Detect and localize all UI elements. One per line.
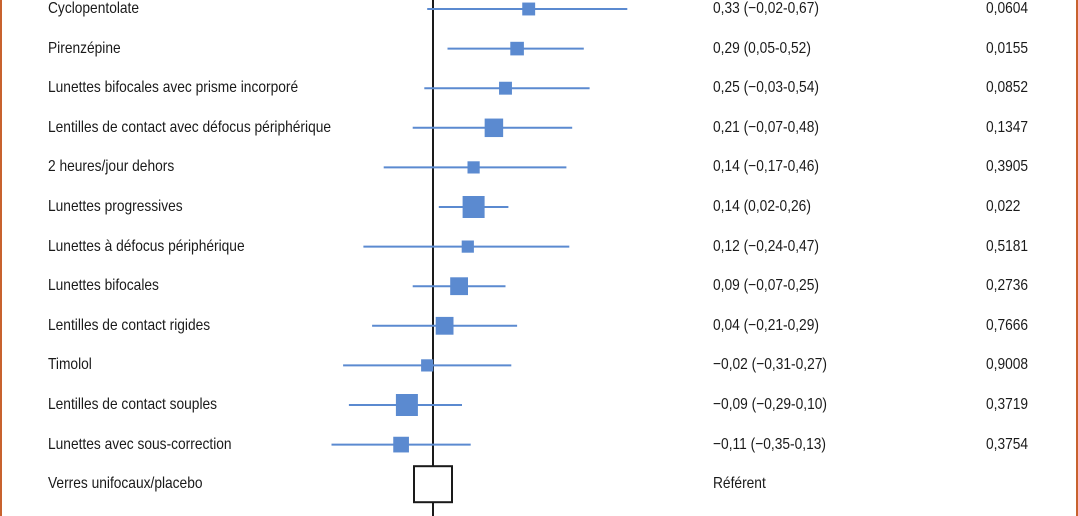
row-estimate-ci: 0,14 (−0,17-0,46) bbox=[713, 158, 819, 176]
row-label: Verres unifocaux/placebo bbox=[48, 475, 203, 493]
row-p-value: 0,1347 bbox=[986, 118, 1029, 136]
reference-box bbox=[413, 465, 453, 504]
row-label: Lentilles de contact avec défocus périph… bbox=[48, 118, 332, 136]
row-p-value: 0,0604 bbox=[986, 0, 1029, 17]
row-estimate-ci: −0,11 (−0,35-0,13) bbox=[713, 435, 826, 453]
row-label: Lunettes à défocus périphérique bbox=[48, 237, 245, 255]
row-estimate-ci: 0,14 (0,02-0,26) bbox=[713, 198, 811, 215]
row-estimate-ci: 0,21 (−0,07-0,48) bbox=[713, 118, 819, 136]
row-p-value: 0,0852 bbox=[986, 79, 1029, 97]
row-label: Lunettes avec sous-correction bbox=[48, 435, 232, 453]
row-p-value: 0,2736 bbox=[986, 277, 1029, 295]
row-estimate-ci: −0,02 (−0,31-0,27) bbox=[713, 356, 827, 374]
estimate-marker bbox=[450, 277, 468, 296]
estimate-marker bbox=[484, 118, 504, 138]
row-label: Lunettes bifocales avec prisme incorporé bbox=[48, 79, 299, 97]
row-label: Lunettes bifocales bbox=[48, 277, 159, 295]
row-label: Lentilles de contact souples bbox=[48, 396, 218, 413]
row-estimate-ci: Référent bbox=[713, 475, 766, 493]
estimate-marker bbox=[467, 161, 480, 174]
row-estimate-ci: 0,33 (−0,02-0,67) bbox=[713, 0, 819, 17]
estimate-marker bbox=[522, 2, 536, 16]
estimate-marker bbox=[499, 81, 512, 95]
row-p-value: 0,3719 bbox=[986, 396, 1029, 413]
row-label: Pirenzépine bbox=[48, 39, 121, 57]
row-estimate-ci: 0,25 (−0,03-0,54) bbox=[713, 79, 819, 97]
estimate-marker bbox=[461, 240, 474, 253]
estimate-marker bbox=[462, 196, 485, 218]
estimate-marker bbox=[421, 359, 434, 372]
row-p-value: 0,3754 bbox=[986, 435, 1029, 453]
row-estimate-ci: 0,09 (−0,07-0,25) bbox=[713, 277, 819, 295]
row-label: Lunettes progressives bbox=[48, 198, 183, 215]
row-p-value: 0,022 bbox=[986, 198, 1021, 215]
estimate-marker bbox=[510, 41, 524, 56]
row-label: Lentilles de contact rigides bbox=[48, 316, 211, 334]
estimate-marker bbox=[395, 394, 418, 416]
row-label: Cyclopentolate bbox=[48, 0, 140, 17]
row-estimate-ci: 0,04 (−0,21-0,29) bbox=[713, 316, 819, 334]
row-p-value: 0,3905 bbox=[986, 158, 1029, 176]
estimate-marker bbox=[435, 316, 454, 335]
row-p-value: 0,5181 bbox=[986, 237, 1029, 255]
row-estimate-ci: −0,09 (−0,29-0,10) bbox=[713, 396, 827, 413]
row-label: Timolol bbox=[48, 356, 92, 374]
row-estimate-ci: 0,29 (0,05-0,52) bbox=[713, 39, 811, 57]
row-p-value: 0,9008 bbox=[986, 356, 1029, 374]
estimate-marker bbox=[393, 436, 409, 453]
row-p-value: 0,7666 bbox=[986, 316, 1029, 334]
row-label: 2 heures/jour dehors bbox=[48, 158, 175, 176]
row-p-value: 0,0155 bbox=[986, 39, 1029, 57]
row-estimate-ci: 0,12 (−0,24-0,47) bbox=[713, 237, 819, 255]
